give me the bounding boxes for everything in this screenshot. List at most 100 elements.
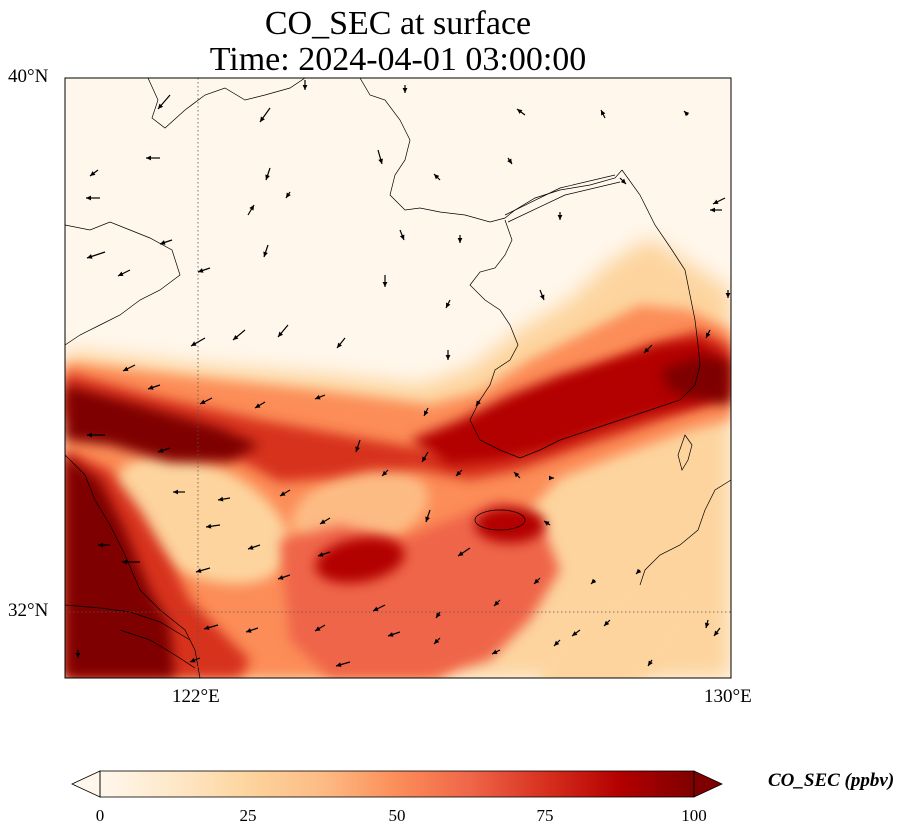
lat-tick-32n: 32°N — [8, 600, 49, 621]
wind-vector-head — [399, 234, 405, 240]
wind-vector-head — [265, 174, 270, 180]
wind-vector-head — [517, 109, 523, 114]
wind-vector-head — [684, 111, 690, 117]
plume-core-east — [660, 355, 731, 405]
wind-vector-head — [118, 271, 124, 276]
wind-vector-head — [446, 302, 451, 308]
wind-vector-head — [514, 472, 520, 478]
wind-vector-head — [382, 282, 388, 287]
colorbar-tick-0: 0 — [95, 806, 105, 825]
colorbar-tick-75: 75 — [536, 806, 554, 825]
wind-vector-head — [260, 116, 265, 122]
plume-core-jeju — [475, 507, 545, 543]
colorbar-extend-min — [71, 770, 101, 798]
wind-vector-head — [86, 195, 91, 201]
wind-vector-head — [554, 640, 560, 646]
wind-vector-head — [148, 385, 154, 390]
wind-vector-head — [318, 552, 324, 557]
map-title: CO_SEC at surface — [264, 5, 532, 42]
wind-vector-head — [204, 625, 210, 630]
wind-vector-head — [191, 341, 197, 346]
wind-vector-head — [402, 88, 408, 93]
wind-vector-head — [246, 628, 252, 633]
colorbar-extend-max — [693, 770, 723, 798]
wind-vector-head — [725, 293, 731, 298]
wind-vector-head — [382, 470, 388, 476]
wind-vector-head — [378, 158, 383, 164]
wind-vector-head — [278, 575, 284, 580]
wind-vector-head — [249, 205, 254, 211]
wind-vector-head — [248, 545, 254, 550]
coastline-korea-west — [469, 219, 696, 459]
wind-vector-head — [263, 251, 268, 257]
lat-tick-40n: 40°N — [8, 66, 49, 87]
wind-vector-head — [280, 491, 286, 496]
wind-vector-head — [644, 347, 650, 353]
wind-vector-head — [198, 268, 204, 273]
wind-vector-head — [425, 516, 430, 522]
wind-vector-head — [710, 207, 715, 213]
plume-core-south — [315, 536, 405, 584]
wind-vector-head — [373, 606, 379, 611]
coastline-kyushu — [639, 479, 731, 586]
wind-vector-head — [355, 446, 360, 452]
wind-vector-head — [302, 85, 308, 90]
wind-vector-head — [388, 632, 394, 637]
coastlines — [65, 78, 731, 678]
wind-vector-head — [206, 523, 212, 529]
wind-vector-head — [218, 496, 224, 502]
wind-vector-head — [544, 521, 550, 526]
wind-vector-head — [713, 199, 719, 204]
island-jeju — [474, 509, 526, 531]
wind-vector-head — [173, 489, 178, 495]
wind-vector-head — [458, 551, 464, 556]
wind-vector-head — [196, 568, 202, 573]
wind-vector-head — [90, 171, 96, 176]
wind-vector-head — [315, 394, 321, 400]
wind-vector-head — [200, 399, 206, 404]
wind-vector-head — [557, 215, 563, 220]
wind-vector-head — [601, 110, 606, 116]
wind-vector-head — [122, 559, 127, 565]
plume-core-center — [410, 340, 731, 465]
coastline-liaodong — [147, 78, 306, 129]
wind-vector-head — [233, 334, 239, 340]
wind-vector-head — [494, 600, 500, 606]
wind-vector-head — [436, 612, 441, 618]
gridlines — [65, 78, 731, 678]
colorbar-tick-50: 50 — [388, 806, 406, 825]
lon-tick-122e: 122°E — [172, 686, 220, 707]
wind-vector-head — [87, 254, 93, 259]
wind-vector-head — [422, 456, 427, 462]
wind-vector-head — [158, 448, 164, 453]
wind-vector-head — [704, 622, 710, 628]
colorbar-gradient — [100, 771, 694, 797]
colorbar-tick-25: 25 — [239, 806, 257, 825]
wind-vector-head — [336, 662, 342, 667]
colorbar-tick-100: 100 — [681, 806, 707, 825]
wind-vector-head — [445, 355, 451, 360]
wind-vector-head — [636, 568, 642, 574]
colorbar-frame — [99, 770, 695, 798]
wind-vector-head — [87, 432, 92, 438]
wind-vector-head — [286, 192, 291, 198]
wind-vector-head — [457, 238, 463, 243]
wind-vector-head — [123, 366, 129, 371]
wind-vector-head — [706, 332, 711, 338]
wind-vector-head — [549, 475, 554, 481]
coastline-north-korea — [359, 78, 623, 223]
wind-vector-head — [476, 400, 481, 406]
wind-vector-head — [572, 631, 578, 636]
wind-vector-head — [434, 174, 440, 180]
wind-vector-head — [714, 630, 719, 636]
wind-vector-head — [492, 649, 498, 654]
wind-vector-head — [434, 638, 440, 644]
coastline-tsushima — [677, 434, 693, 471]
coastline-korea-east — [621, 169, 701, 386]
border-dmz-2 — [507, 181, 621, 223]
wind-vector-head — [255, 403, 261, 408]
lon-tick-130e: 130°E — [704, 686, 752, 707]
concentration-field — [65, 78, 731, 678]
wind-vector-head — [591, 578, 597, 584]
